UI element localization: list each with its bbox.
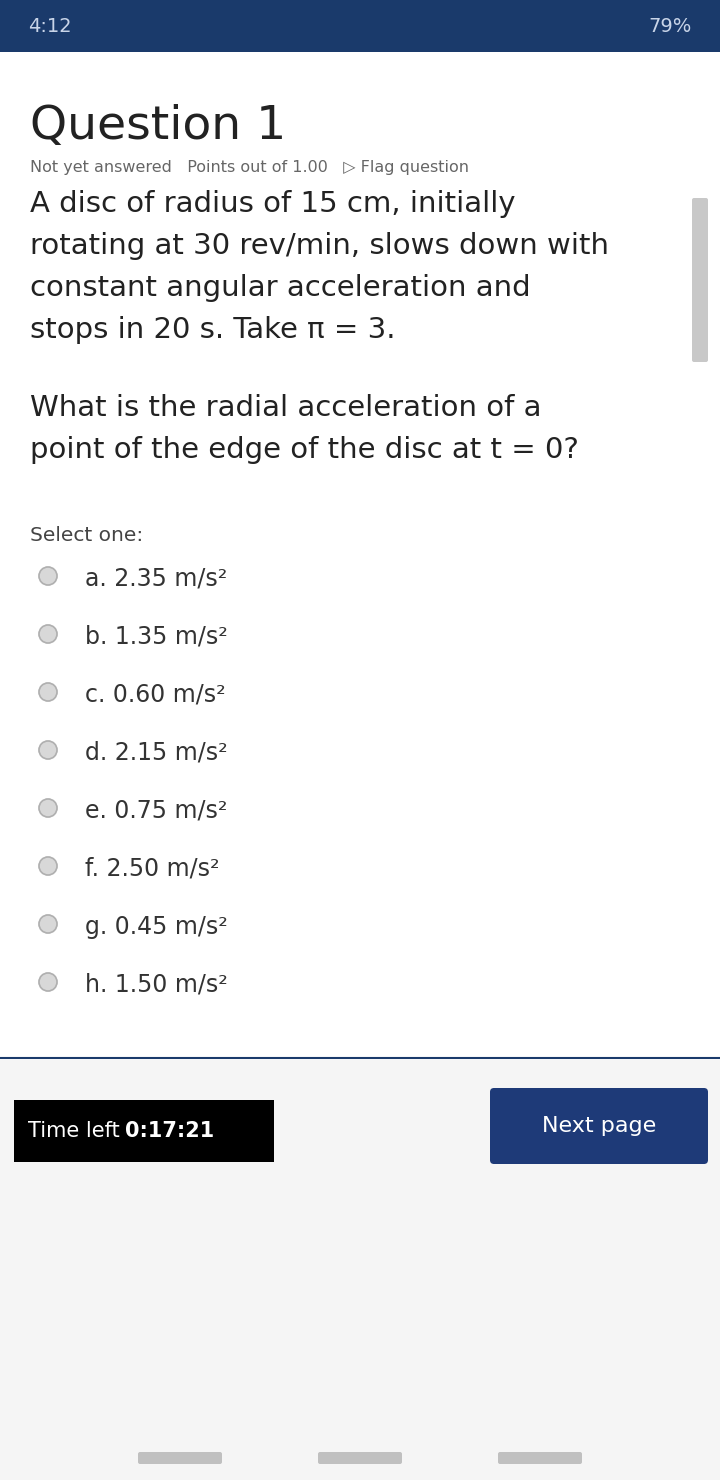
Text: A disc of radius of 15 cm, initially: A disc of radius of 15 cm, initially xyxy=(30,189,516,218)
Circle shape xyxy=(39,972,57,992)
Circle shape xyxy=(39,857,57,875)
FancyBboxPatch shape xyxy=(14,1100,274,1162)
Text: Select one:: Select one: xyxy=(30,525,143,545)
FancyBboxPatch shape xyxy=(0,1060,720,1480)
FancyBboxPatch shape xyxy=(0,0,720,52)
Text: g. 0.45 m/s²: g. 0.45 m/s² xyxy=(85,915,228,938)
Circle shape xyxy=(39,682,57,702)
Text: Question 1: Question 1 xyxy=(30,104,287,149)
Text: d. 2.15 m/s²: d. 2.15 m/s² xyxy=(85,741,228,765)
FancyBboxPatch shape xyxy=(498,1452,582,1464)
FancyBboxPatch shape xyxy=(138,1452,222,1464)
Text: a. 2.35 m/s²: a. 2.35 m/s² xyxy=(85,567,228,591)
Text: 79%: 79% xyxy=(649,16,692,36)
Text: stops in 20 s. Take π = 3.: stops in 20 s. Take π = 3. xyxy=(30,317,395,343)
Text: Next page: Next page xyxy=(542,1116,656,1137)
Circle shape xyxy=(39,567,57,585)
Text: c. 0.60 m/s²: c. 0.60 m/s² xyxy=(85,682,225,707)
Text: rotating at 30 rev/min, slows down with: rotating at 30 rev/min, slows down with xyxy=(30,232,609,260)
Circle shape xyxy=(39,625,57,642)
Text: 4:12: 4:12 xyxy=(28,16,71,36)
Circle shape xyxy=(39,741,57,759)
Text: point of the edge of the disc at t = 0?: point of the edge of the disc at t = 0? xyxy=(30,437,579,465)
Text: What is the radial acceleration of a: What is the radial acceleration of a xyxy=(30,394,541,422)
Text: h. 1.50 m/s²: h. 1.50 m/s² xyxy=(85,972,228,998)
Text: Time left: Time left xyxy=(28,1120,127,1141)
Text: Not yet answered   Points out of 1.00   ▷ Flag question: Not yet answered Points out of 1.00 ▷ Fl… xyxy=(30,160,469,175)
Circle shape xyxy=(39,799,57,817)
Text: e. 0.75 m/s²: e. 0.75 m/s² xyxy=(85,799,228,823)
FancyBboxPatch shape xyxy=(490,1088,708,1163)
Text: f. 2.50 m/s²: f. 2.50 m/s² xyxy=(85,857,220,881)
FancyBboxPatch shape xyxy=(692,198,708,363)
FancyBboxPatch shape xyxy=(318,1452,402,1464)
Circle shape xyxy=(39,915,57,932)
Text: 0:17:21: 0:17:21 xyxy=(125,1120,215,1141)
Text: b. 1.35 m/s²: b. 1.35 m/s² xyxy=(85,625,228,650)
Text: constant angular acceleration and: constant angular acceleration and xyxy=(30,274,531,302)
